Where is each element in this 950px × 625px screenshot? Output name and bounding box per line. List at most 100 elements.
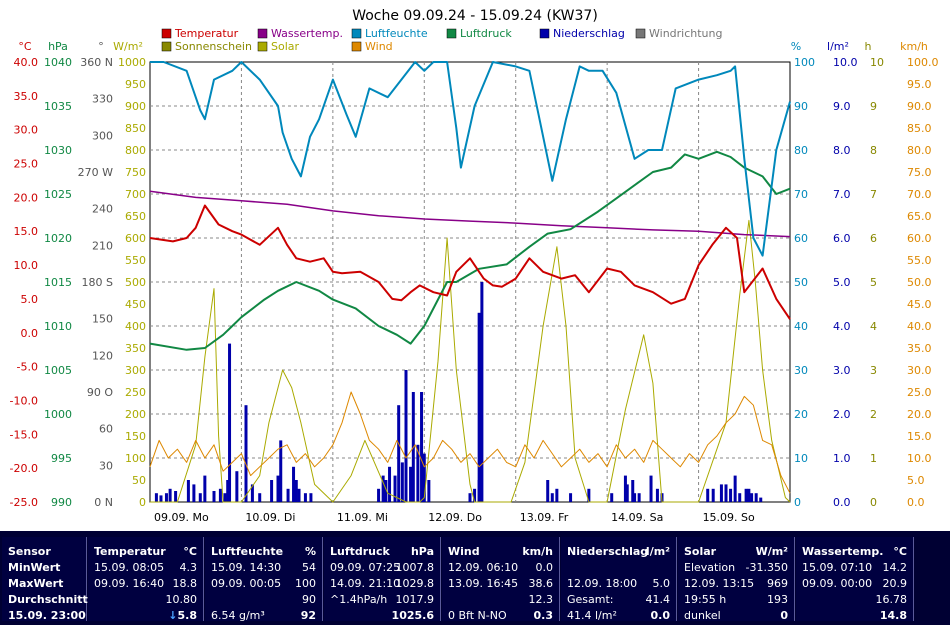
axis-unit-label: W/m² [113, 40, 143, 53]
temp-min-time: 15.09. 08:05 [94, 561, 165, 574]
rain-bar [706, 488, 710, 502]
press-current: 1025.6 [391, 609, 434, 622]
solar-max-val: 969 [767, 577, 788, 590]
right-axis-tick: 100.0 [907, 56, 939, 69]
legend-swatch [351, 28, 362, 39]
hum-max-val: 100 [295, 577, 316, 590]
right-axis-tick: 80 [794, 144, 808, 157]
series-line [149, 190, 791, 238]
right-axis-tick: 1 [870, 452, 877, 465]
water-max-time: 09.09. 00:00 [802, 577, 873, 590]
axis-unit-label: °C [18, 40, 32, 53]
rain-bar [744, 488, 748, 502]
sensor-max: MaxWert [8, 577, 64, 590]
legend-label: Solar [271, 40, 300, 53]
wind-min-time: 12.09. 06:10 [448, 561, 519, 574]
legend-swatch [635, 28, 646, 39]
right-axis-tick: 70.0 [907, 188, 932, 201]
temp-max-time: 09.09. 16:40 [94, 577, 165, 590]
rain-bar [747, 488, 751, 502]
rain-bar [168, 488, 172, 502]
x-tick-label: 10.09. Di [245, 511, 295, 524]
left-axis-tick: -5.0 [17, 361, 38, 374]
left-axis-tick: 1030 [44, 144, 72, 157]
wind-current: 0.3 [533, 609, 554, 622]
right-axis-tick: 50 [794, 276, 808, 289]
legend-label: Sonnenschein [175, 40, 252, 53]
legend-label: Luftdruck [460, 27, 512, 40]
rain-bar [186, 480, 190, 502]
rain-bar [212, 491, 216, 502]
left-axis-tick: 0 N [94, 496, 113, 509]
left-axis-tick: 550 [125, 254, 146, 267]
axis-unit-label: ° [98, 40, 104, 53]
rain-bar [631, 480, 635, 502]
temperature-cell: Temperatur °C 15.09. 08:05 4.3 09.09. 16:4… [88, 537, 204, 622]
left-axis-tick: 90 O [87, 386, 113, 399]
rain-bar [468, 493, 472, 502]
left-axis-tick: 300 [92, 129, 113, 142]
rain-bar [164, 493, 168, 502]
press-max-time: 14.09. 21:10 [330, 577, 401, 590]
right-axis-tick: 10 [794, 452, 808, 465]
left-axis-tick: 0 [139, 496, 146, 509]
legend-label: Wassertemp. [271, 27, 343, 40]
legend-label: Niederschlag [553, 27, 625, 40]
right-axis-tick: 30 [794, 364, 808, 377]
water-avg: 16.78 [875, 593, 908, 606]
press-min-time: 09.09. 07:25 [330, 561, 401, 574]
hum-current: 92 [300, 609, 316, 622]
left-axis-tick: 450 [125, 298, 146, 311]
right-axis-tick: 30.0 [907, 364, 932, 377]
water-max-val: 20.9 [882, 577, 908, 590]
rain-bar [223, 493, 227, 502]
press-title: Luftdruck [330, 545, 390, 558]
left-axis-tick: 600 [125, 232, 146, 245]
left-axis-tick: 30 [99, 459, 113, 472]
hum-min-val: 54 [302, 561, 316, 574]
right-axis-tick: 15.0 [907, 430, 932, 443]
left-axis-tick: 200 [125, 408, 146, 421]
wind-avg: 12.3 [528, 593, 554, 606]
left-axis-tick: 60 [99, 423, 113, 436]
series-line [150, 219, 791, 503]
left-axis-tick: 50 [132, 474, 146, 487]
wind-max-time: 13.09. 16:45 [448, 577, 519, 590]
rain-bar [309, 493, 313, 502]
right-axis-tick: 3.0 [833, 364, 851, 377]
axis-units: °C hPa ° W/m²% l/m² h km/h [18, 40, 928, 53]
wind-dir: 0 Bft N-NO [448, 609, 507, 622]
series-line [149, 150, 791, 351]
rain-bar [477, 312, 481, 502]
right-axis-tick: 85.0 [907, 122, 932, 135]
press-avg: 1017.9 [395, 593, 435, 606]
hum-avg: 90 [302, 593, 316, 606]
water-unit: °C [893, 545, 907, 558]
x-tick-label: 15.09. So [703, 511, 755, 524]
water-min-time: 15.09. 07:10 [802, 561, 873, 574]
left-axis-tick: 1015 [44, 276, 72, 289]
rain-bar [397, 405, 401, 502]
solar-state: dunkel [684, 609, 721, 622]
left-axis-tick: 1035 [44, 100, 72, 113]
left-axis-tick: 1000 [44, 408, 72, 421]
rain-bar [569, 493, 573, 502]
pressure-cell: Luftdruck hPa 09.09. 07:25 1007.8 14.09. 2… [324, 537, 441, 622]
legend-swatch [257, 28, 268, 39]
left-axis-tick: -20.0 [10, 462, 38, 475]
right-axis-tick: 8 [870, 144, 877, 157]
rain-bar [719, 484, 723, 502]
axis-unit-label: % [791, 40, 801, 53]
solar-title: Solar [684, 545, 717, 558]
axis-unit-label: h [865, 40, 872, 53]
rain-unit: l/m² [645, 545, 670, 558]
hum-max-time: 09.09. 00:05 [211, 577, 282, 590]
left-axis-tick: 1025 [44, 188, 72, 201]
right-axis-tick: 60 [794, 232, 808, 245]
left-axis-tick: 700 [125, 188, 146, 201]
solar-sun-val: 193 [767, 593, 788, 606]
hum-abs: 6.54 g/m³ [211, 609, 265, 622]
right-axis-tick: 100 [794, 56, 815, 69]
rain-total-val: 41.4 [645, 593, 671, 606]
legend: Temperatur Wassertemp. Luftfeuchte Luftdruc… [161, 27, 722, 53]
